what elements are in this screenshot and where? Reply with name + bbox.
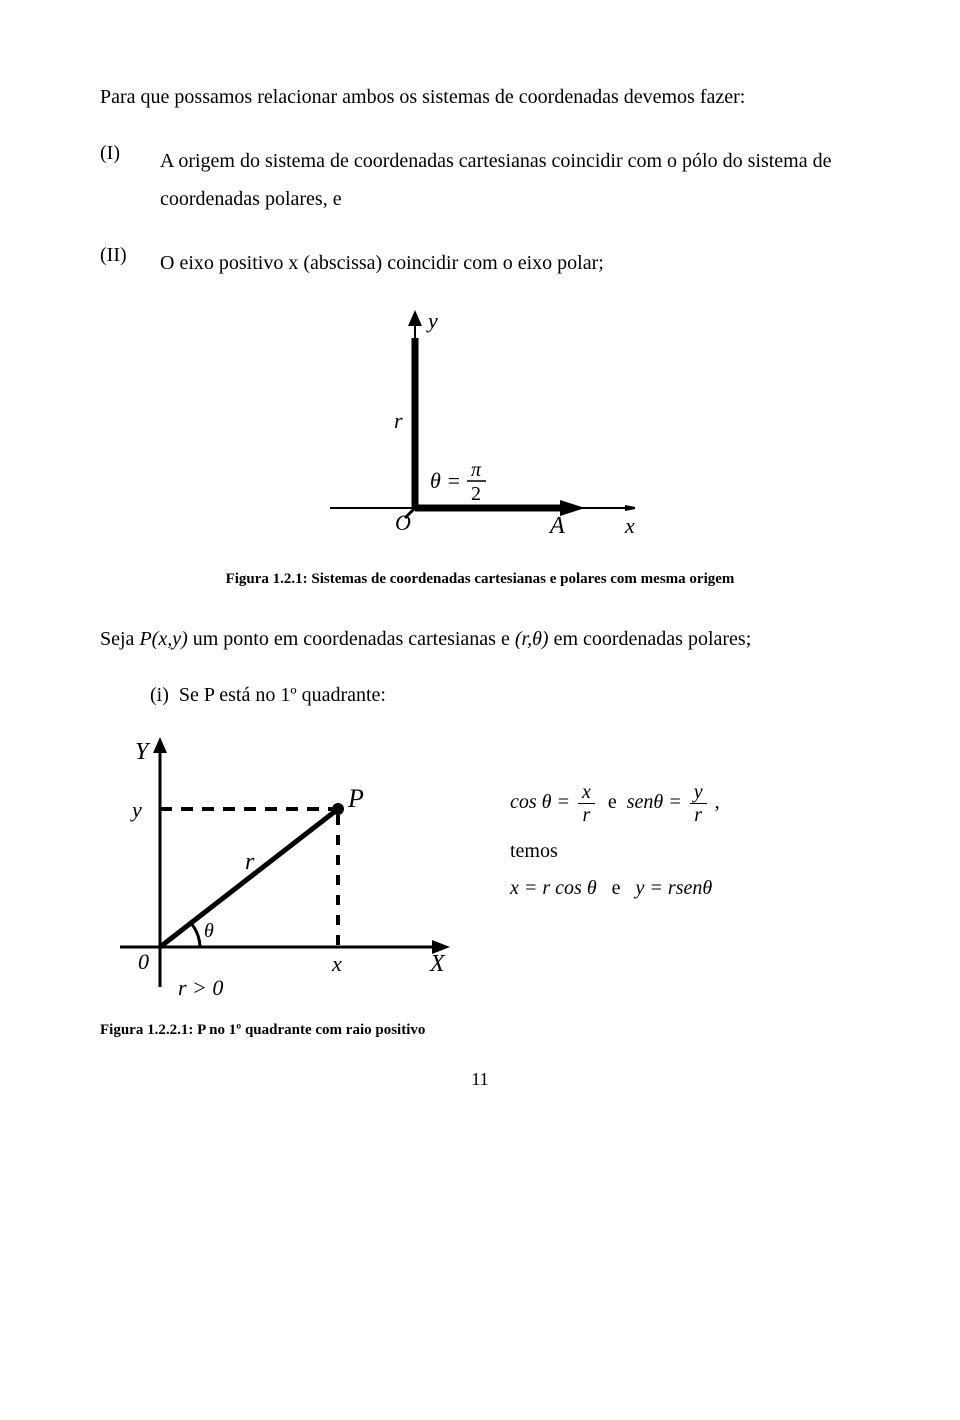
figure-1-svg: y r θ = π 2 O A x [300,308,660,558]
fig2-label-r: r [245,849,255,875]
figure-1-wrap: y r θ = π 2 O A x [100,308,860,563]
list-body-2: O eixo positivo x (abscissa) coincidir c… [160,244,860,282]
fig1-label-x: x [624,513,635,538]
seja-t2: um ponto em coordenadas cartesianas e [188,628,515,650]
eq-line-2: temos [510,840,860,863]
eq1-f2-den: r [690,804,707,826]
fig1-label-A: A [548,513,565,539]
fig1-theta-den: 2 [471,483,481,505]
fig1-label-y: y [426,308,438,333]
list-item-1: (I) A origem do sistema de coordenadas c… [100,142,860,218]
fig2-label-O: 0 [138,949,149,974]
sub-i-text: Se P está no 1º quadrante: [179,684,386,706]
figure-2-svg: Y y P r θ 0 x X r > 0 [100,737,480,1007]
seja-pxy: P(x,y) [139,628,187,650]
eq1-comma: , [715,791,720,813]
fig2-label-rgt0: r > 0 [178,975,223,1000]
list-item-2: (II) O eixo positivo x (abscissa) coinci… [100,244,860,282]
list-marker-1: (I) [100,142,160,218]
eq-line-1: cos θ = x r e senθ = y r , [510,781,860,826]
seja-t1: Seja [100,628,139,650]
eq3-b: y = rsenθ [636,877,713,899]
figure-2-col: Y y P r θ 0 x X r > 0 [100,737,510,1012]
eq3-mid: e [612,877,621,899]
equations-col: cos θ = x r e senθ = y r , temos x = r c… [510,737,860,914]
list-marker-2: (II) [100,244,160,282]
fig2-label-X: X [429,951,446,977]
fig2-label-xs: x [331,951,342,976]
seja-rtheta: (r,θ) [515,628,549,650]
fig1-label-r: r [394,408,403,433]
figure-2-row: Y y P r θ 0 x X r > 0 cos θ = x r e senθ… [100,737,860,1012]
eq1-cos: cos θ = [510,791,570,813]
page-root: Para que possamos relacionar ambos os si… [0,0,960,1130]
eq1-f1-den: r [578,804,595,826]
seja-paragraph: Seja P(x,y) um ponto em coordenadas cart… [100,622,860,656]
eq1-f2-num: y [690,781,707,804]
fig2-label-P: P [347,784,364,813]
fig1-label-O: O [395,510,411,535]
fig2-label-Y: Y [135,739,151,765]
eq3-a: x = r cos θ [510,877,597,899]
eq1-mid: e [608,791,617,813]
intro-paragraph: Para que possamos relacionar ambos os si… [100,80,860,114]
fig2-label-theta: θ [204,920,214,942]
eq1-sen: senθ = [627,791,682,813]
sub-item-i: (i) Se P está no 1º quadrante: [150,684,860,707]
eq1-f1-num: x [578,781,595,804]
fig2-label-y: y [130,797,142,822]
fig1-theta-num: π [471,459,482,481]
eq-line-3: x = r cos θ e y = rsenθ [510,877,860,900]
figure-1-caption: Figura 1.2.1: Sistemas de coordenadas ca… [100,571,860,588]
list-body-1: A origem do sistema de coordenadas carte… [160,142,860,218]
seja-t3: em coordenadas polares; [549,628,752,650]
fig1-theta-lhs: θ = [430,468,461,493]
figure-2-caption: Figura 1.2.2.1: P no 1º quadrante com ra… [100,1022,860,1039]
sub-i-marker: (i) [150,684,169,706]
page-number: 11 [100,1069,860,1090]
